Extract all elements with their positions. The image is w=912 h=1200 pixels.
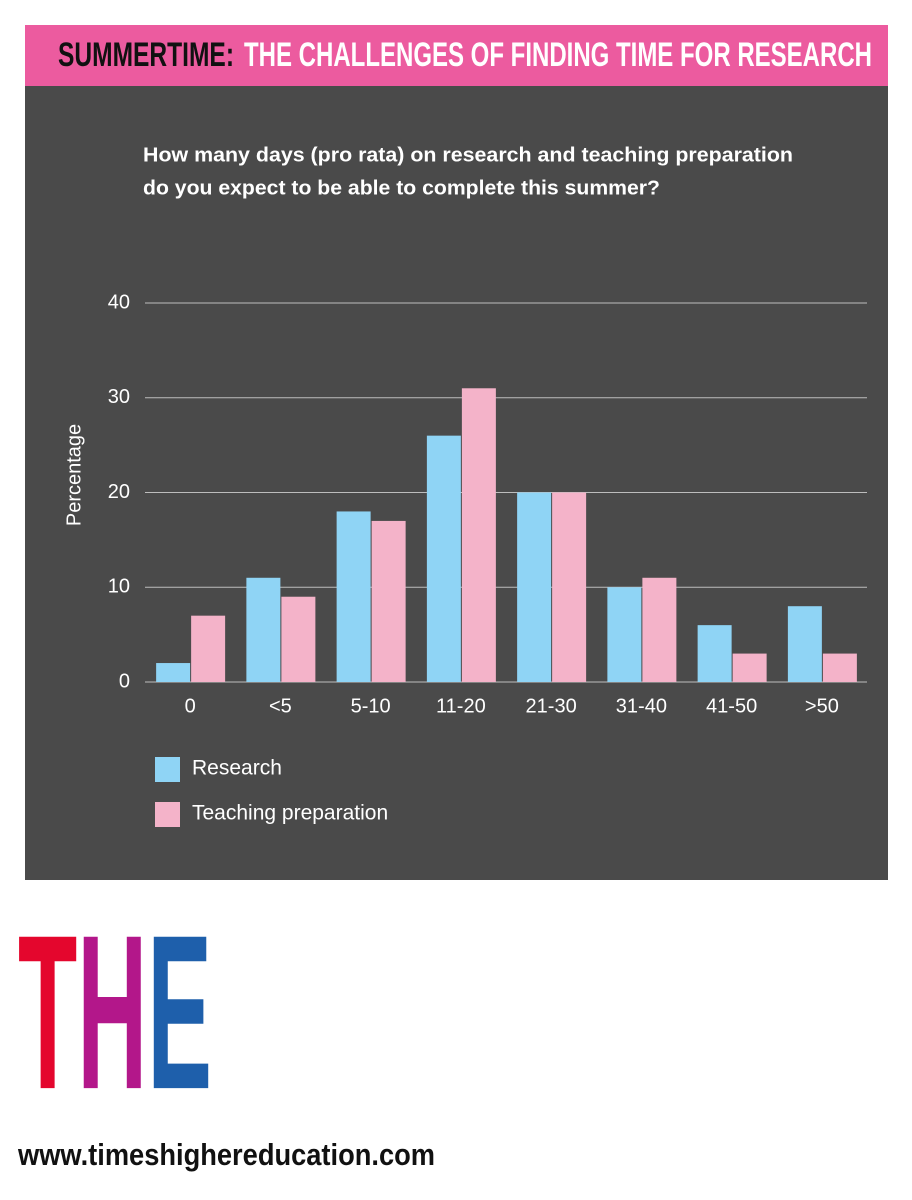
- bar: [642, 577, 677, 682]
- header-bar: [25, 25, 888, 86]
- x-tick-label: <5: [269, 695, 292, 717]
- bar: [822, 653, 857, 682]
- legend-swatch: [155, 802, 180, 827]
- chart-title: How many days (pro rata) on research and…: [143, 144, 793, 166]
- bar: [156, 663, 191, 682]
- bar: [697, 625, 732, 682]
- bar: [461, 388, 496, 682]
- y-tick-label: 10: [108, 576, 130, 598]
- bar: [732, 653, 767, 682]
- x-tick-label: 21-30: [526, 695, 577, 717]
- bar: [552, 492, 587, 682]
- x-tick-label: 5-10: [351, 695, 391, 717]
- bar: [336, 511, 371, 682]
- bar: [281, 596, 316, 682]
- y-tick-label: 0: [119, 670, 130, 692]
- url: www.timeshighereducation.com: [17, 1137, 435, 1172]
- logo: THE: [18, 889, 212, 1135]
- bar: [191, 615, 226, 682]
- bar: [426, 435, 461, 682]
- y-axis-label: Percentage: [63, 424, 85, 526]
- x-tick-label: 11-20: [436, 695, 486, 717]
- bar: [371, 520, 406, 682]
- x-tick-label: 41-50: [706, 695, 757, 717]
- legend-label: Teaching preparation: [192, 802, 388, 825]
- bar: [607, 587, 642, 682]
- x-tick-label: 0: [185, 695, 196, 717]
- bar: [517, 492, 552, 682]
- chart-title: do you expect to be able to complete thi…: [143, 177, 660, 199]
- legend-label: Research: [192, 757, 282, 780]
- bar: [246, 577, 281, 682]
- y-tick-label: 40: [108, 291, 130, 313]
- header-title: THE CHALLENGES OF FINDING TIME FOR RESEA…: [244, 36, 872, 74]
- legend-swatch: [155, 757, 180, 782]
- y-tick-label: 20: [108, 481, 130, 503]
- bar: [787, 606, 822, 682]
- x-tick-label: 31-40: [616, 695, 667, 717]
- header-label: SUMMERTIME:: [58, 36, 234, 74]
- y-tick-label: 30: [108, 386, 130, 408]
- x-tick-label: >50: [805, 695, 839, 717]
